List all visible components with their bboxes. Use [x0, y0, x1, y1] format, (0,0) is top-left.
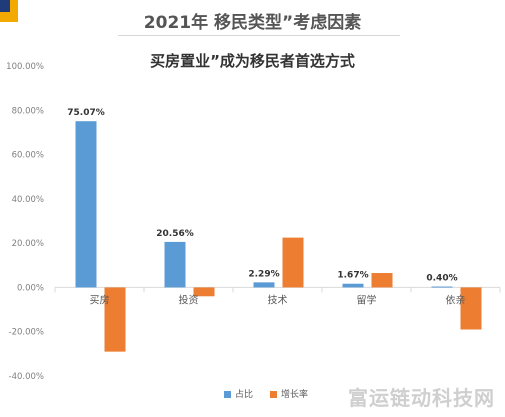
- bar-增长率: [282, 237, 304, 288]
- corner-accent-dark: [0, 0, 10, 12]
- y-tick-label: 20.00%: [12, 239, 44, 249]
- bar-增长率: [460, 287, 482, 330]
- data-label: 2.29%: [248, 269, 279, 279]
- category-label: 留学: [357, 293, 377, 306]
- data-label: 1.67%: [337, 271, 368, 281]
- y-tick-label: -40.00%: [9, 372, 44, 382]
- bar-增长率: [193, 287, 215, 297]
- bar-增长率: [104, 287, 126, 352]
- watermark: 富运链动科技网: [348, 386, 495, 410]
- bar-占比: [75, 121, 97, 288]
- data-label: 20.56%: [156, 229, 194, 239]
- category-label: 买房: [90, 293, 110, 306]
- category-label: 技术: [268, 293, 288, 306]
- data-label: 75.07%: [67, 108, 105, 118]
- chart-title: 买房置业”成为移民者首选方式: [150, 52, 355, 70]
- y-tick-label: 80.00%: [12, 106, 44, 116]
- title-divider: [118, 35, 400, 36]
- legend-label: 占比: [235, 388, 253, 400]
- y-tick-label: 60.00%: [12, 151, 44, 161]
- bar-占比: [342, 283, 364, 288]
- legend-swatch: [270, 391, 277, 398]
- y-tick-label: -20.00%: [9, 328, 44, 338]
- bar-占比: [431, 286, 453, 288]
- y-tick-label: 100.00%: [6, 62, 44, 72]
- legend-swatch: [224, 391, 231, 398]
- y-tick-label: 40.00%: [12, 195, 44, 205]
- bar-增长率: [371, 273, 393, 288]
- bar-占比: [164, 241, 186, 288]
- legend-label: 增长率: [281, 388, 308, 400]
- y-tick-label: 0.00%: [17, 283, 44, 293]
- category-label: 依亲: [446, 293, 466, 306]
- page-title: 2021年 移民类型”考虑因素: [143, 13, 362, 33]
- category-label: 投资: [179, 293, 199, 306]
- data-label: 0.40%: [426, 274, 457, 284]
- bar-占比: [253, 282, 275, 288]
